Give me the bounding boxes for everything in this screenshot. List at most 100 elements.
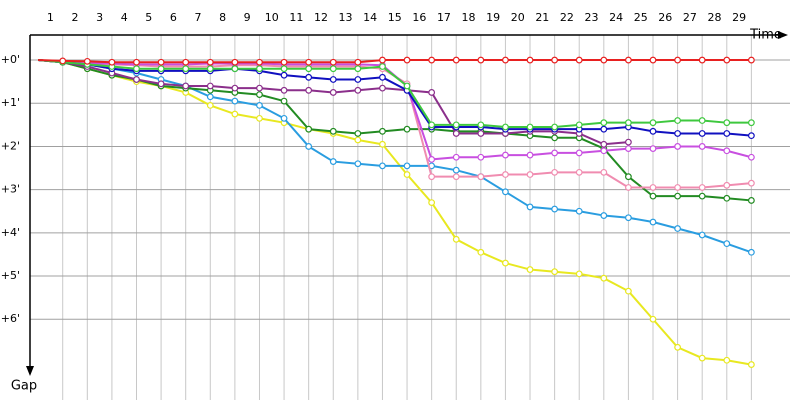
point — [551, 168, 559, 176]
x-tick-label: 6 — [170, 11, 177, 24]
point — [329, 76, 337, 83]
x-tick-label: 18 — [462, 11, 476, 24]
point — [379, 63, 386, 70]
point — [256, 84, 263, 92]
x-tick-label: 4 — [121, 11, 128, 24]
point — [698, 354, 706, 362]
point — [502, 123, 509, 131]
series-line — [38, 59, 752, 64]
point — [256, 58, 263, 66]
point — [452, 153, 460, 161]
x-tick-label: 25 — [634, 11, 648, 24]
x-tick-label: 10 — [265, 11, 279, 24]
point — [747, 153, 755, 161]
point — [256, 91, 263, 99]
series-line — [38, 59, 752, 202]
point — [182, 58, 190, 66]
point — [723, 240, 731, 248]
point — [674, 56, 681, 64]
point — [649, 218, 657, 226]
x-tick-label: 3 — [96, 11, 103, 24]
point — [452, 235, 460, 243]
point — [674, 130, 681, 137]
x-tick-label: 28 — [707, 11, 721, 24]
point — [477, 248, 485, 256]
series-line — [38, 59, 752, 137]
point — [59, 57, 67, 65]
point — [674, 192, 681, 200]
y-tick-label: +5' — [1, 269, 20, 282]
point — [428, 89, 436, 96]
point — [600, 274, 608, 282]
point — [526, 56, 534, 64]
x-tick-label: 7 — [194, 11, 201, 24]
point — [157, 65, 165, 73]
point — [477, 56, 485, 64]
point — [600, 147, 608, 155]
point — [551, 149, 559, 157]
point — [747, 197, 755, 204]
point — [428, 199, 436, 206]
point — [625, 173, 632, 181]
point — [526, 266, 534, 273]
point — [354, 160, 362, 168]
point — [206, 102, 214, 109]
point — [354, 65, 362, 73]
point — [575, 270, 583, 278]
point — [329, 65, 337, 73]
point — [674, 343, 681, 351]
point — [428, 121, 436, 129]
point — [551, 56, 559, 64]
point — [674, 184, 681, 191]
x-tick-label: 15 — [388, 11, 402, 24]
point — [231, 84, 239, 92]
point — [502, 188, 509, 196]
point — [280, 71, 288, 79]
point — [452, 130, 460, 137]
x-tick-label: 23 — [585, 11, 599, 24]
point — [206, 93, 214, 101]
point — [403, 125, 411, 133]
y-tick-label: +0' — [1, 53, 20, 66]
point — [575, 168, 583, 176]
point — [698, 143, 706, 150]
point — [477, 153, 485, 161]
x-tick-label: 5 — [145, 11, 152, 24]
series-line — [38, 59, 752, 254]
series-line — [38, 59, 752, 129]
point — [379, 84, 386, 92]
y-tick-label: +2' — [1, 139, 20, 152]
point — [649, 184, 657, 191]
point — [502, 171, 509, 178]
x-tick-label: 1 — [47, 11, 54, 24]
point — [133, 58, 140, 66]
x-tick-label: 22 — [560, 11, 574, 24]
point — [354, 58, 362, 66]
point — [526, 171, 534, 178]
point — [305, 58, 313, 66]
point — [428, 173, 436, 181]
point — [723, 119, 731, 127]
point — [723, 194, 731, 202]
point — [280, 86, 288, 94]
point — [280, 65, 288, 73]
point — [600, 125, 608, 133]
point — [305, 65, 313, 73]
point — [600, 212, 608, 219]
point — [502, 151, 509, 159]
point — [600, 168, 608, 176]
point — [452, 173, 460, 181]
point — [698, 231, 706, 239]
y-axis-arrow — [26, 366, 34, 376]
point — [674, 143, 681, 150]
point — [305, 73, 313, 81]
point — [625, 184, 632, 191]
point — [182, 82, 190, 90]
point — [231, 65, 239, 73]
point — [723, 130, 731, 137]
series-line — [38, 59, 752, 189]
point — [133, 76, 140, 83]
point — [256, 65, 263, 73]
point — [83, 57, 91, 65]
point — [625, 145, 632, 153]
